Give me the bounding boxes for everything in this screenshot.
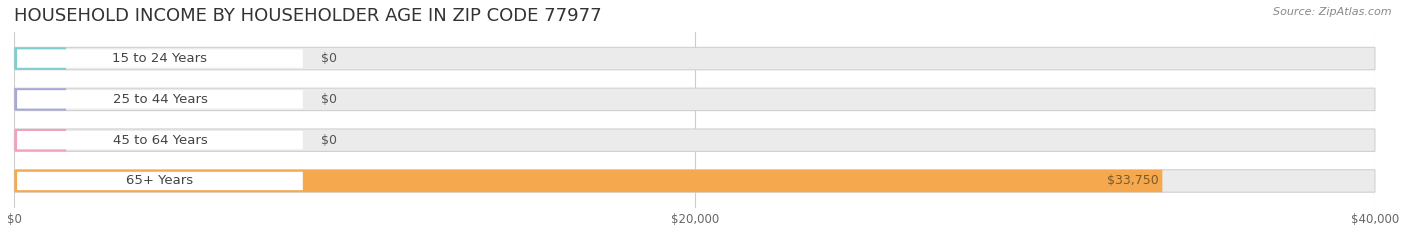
Text: 15 to 24 Years: 15 to 24 Years <box>112 52 208 65</box>
Text: $0: $0 <box>321 93 336 106</box>
FancyBboxPatch shape <box>14 88 66 111</box>
FancyBboxPatch shape <box>17 90 302 109</box>
FancyBboxPatch shape <box>14 170 1163 192</box>
FancyBboxPatch shape <box>14 129 1375 151</box>
Text: 45 to 64 Years: 45 to 64 Years <box>112 134 207 147</box>
FancyBboxPatch shape <box>14 47 1375 70</box>
FancyBboxPatch shape <box>17 131 302 149</box>
Text: $0: $0 <box>321 52 336 65</box>
FancyBboxPatch shape <box>14 129 66 151</box>
FancyBboxPatch shape <box>17 172 302 190</box>
Text: 25 to 44 Years: 25 to 44 Years <box>112 93 208 106</box>
FancyBboxPatch shape <box>14 88 1375 111</box>
Text: 65+ Years: 65+ Years <box>127 175 194 188</box>
Text: $0: $0 <box>321 134 336 147</box>
FancyBboxPatch shape <box>14 170 1375 192</box>
FancyBboxPatch shape <box>14 47 66 70</box>
Text: Source: ZipAtlas.com: Source: ZipAtlas.com <box>1274 7 1392 17</box>
FancyBboxPatch shape <box>17 49 302 68</box>
Text: HOUSEHOLD INCOME BY HOUSEHOLDER AGE IN ZIP CODE 77977: HOUSEHOLD INCOME BY HOUSEHOLDER AGE IN Z… <box>14 7 602 25</box>
Text: $33,750: $33,750 <box>1107 175 1159 188</box>
